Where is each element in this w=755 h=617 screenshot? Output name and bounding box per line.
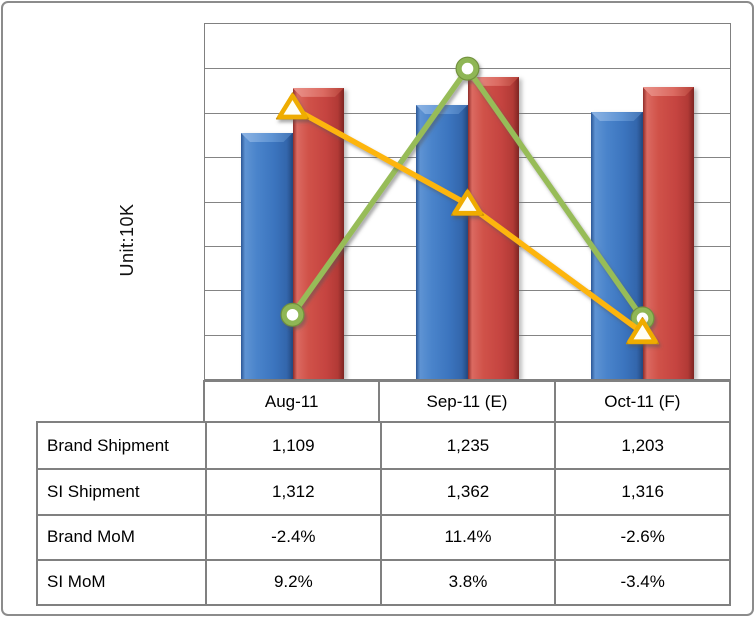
row-label-cell: Brand MoM (38, 513, 205, 559)
row-label-cell: SI Shipment (38, 468, 205, 513)
si-mom-marker-3 (627, 318, 658, 344)
value-cell: 1,362 (379, 468, 555, 514)
brand-shipment-bar-1 (241, 132, 293, 379)
value-cell: 1,235 (379, 423, 555, 469)
line-series-overlay (275, 56, 660, 345)
si-shipment-bar-1 (292, 87, 344, 379)
row-label-cell: Brand Shipment (47, 435, 169, 455)
si-mom-marker-2 (452, 189, 483, 216)
month-header-cell-1: Aug-11 (264, 391, 319, 411)
value-cell: -3.4% (554, 558, 729, 604)
si-mom-line (275, 92, 660, 345)
value-cell: 1,316 (554, 468, 729, 514)
value-cell: -2.4% (205, 513, 380, 559)
value-cell: 1,109 (205, 423, 380, 469)
plot-area (204, 23, 731, 380)
month-header-row: Aug-11 Sep-11 (E) Oct-11 (F) (203, 380, 731, 423)
value-cell: 11.4% (379, 513, 555, 559)
row-label-cell: SI MoM (38, 558, 205, 604)
value-cell: 1,203 (554, 423, 729, 469)
value-cell: 3.8% (379, 558, 555, 604)
month-header-cell-3: Oct-11 (F) (553, 382, 729, 421)
brand-mom-marker-1 (281, 303, 304, 326)
month-header-cell-2: Sep-11 (E) (378, 382, 553, 421)
brand-mom-line (280, 56, 655, 331)
y-axis-unit-label: Unit:10K (117, 203, 137, 277)
data-table: Brand Shipment 1,109 1,235 1,203 SI Shipment… (36, 421, 731, 606)
value-cell: -2.6% (554, 513, 729, 559)
value-cell: 9.2% (205, 558, 380, 604)
brand-mom-marker-2 (456, 57, 479, 80)
brand-shipment-bar-2 (416, 104, 468, 379)
value-cell: 1,312 (205, 468, 380, 514)
si-mom-marker-1 (277, 93, 308, 120)
